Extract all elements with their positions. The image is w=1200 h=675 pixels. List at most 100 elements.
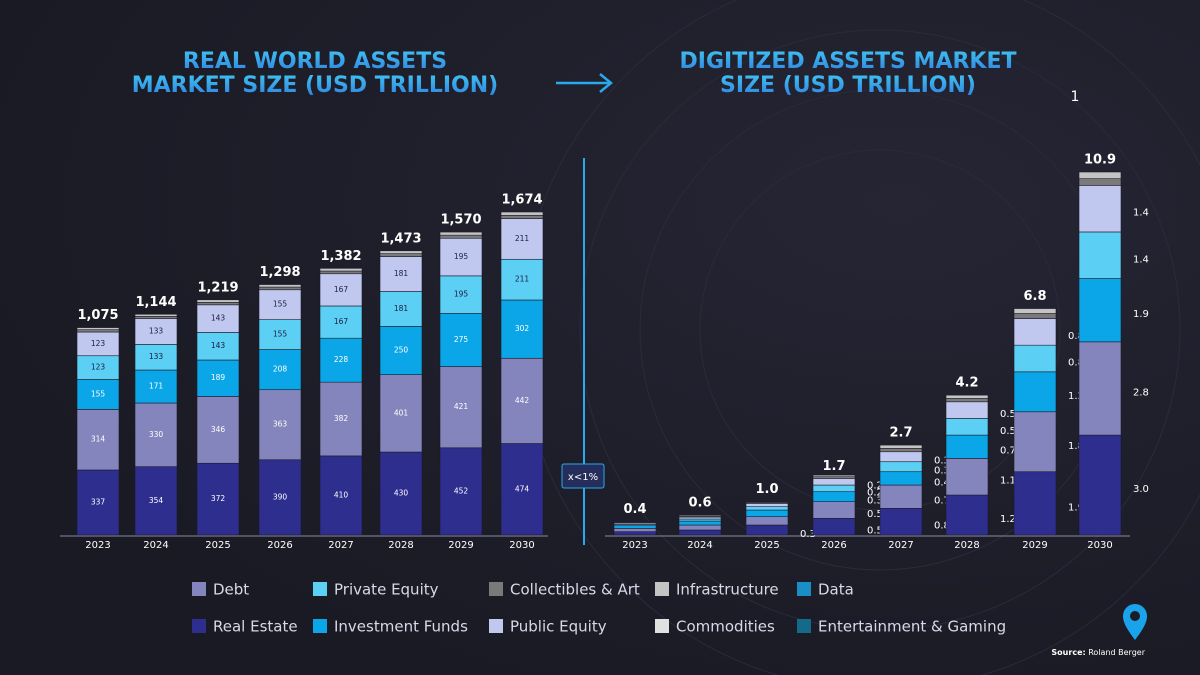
bar-segment [1078, 185, 1122, 233]
data-label: 1.4 [1133, 208, 1149, 219]
bar-segment [879, 444, 923, 449]
data-label: 275 [454, 335, 469, 344]
bar-segment [196, 332, 240, 361]
bar-segment [500, 299, 544, 359]
logo [1123, 604, 1147, 640]
legend-swatch [313, 619, 327, 633]
x-tick-label: 2023 [622, 540, 647, 551]
bar-segment [1078, 341, 1122, 436]
source-label: Source: [1051, 648, 1085, 657]
bar-segment [319, 273, 363, 307]
x-tick-label: 2029 [1022, 540, 1047, 551]
bar-segment [258, 319, 302, 350]
bar-segment [76, 327, 120, 331]
bar-segment [258, 286, 302, 291]
data-label: 452 [454, 486, 469, 495]
bar-segment [439, 231, 483, 236]
bar-segment [500, 443, 544, 536]
data-label: 401 [394, 408, 409, 417]
data-label: 181 [394, 304, 409, 313]
data-label: 390 [273, 492, 288, 501]
data-label: 0.8 [934, 521, 950, 532]
bar-segment [134, 318, 178, 345]
legend-label: Private Equity [334, 581, 439, 599]
bar-segment [319, 337, 363, 383]
note: 1 [1071, 89, 1080, 105]
total-label: 1,382 [320, 249, 361, 264]
data-label: 195 [454, 290, 469, 299]
data-label: 421 [454, 402, 469, 411]
bar-segment [500, 214, 544, 219]
total-label: 1,298 [259, 265, 300, 280]
x-tick-label: 2027 [888, 540, 913, 551]
data-label: 0.4 [934, 477, 950, 488]
bar-segment [1013, 471, 1057, 536]
x-tick-label: 2030 [509, 540, 534, 551]
total-label: 1.0 [755, 482, 778, 497]
data-label: 0.2 [867, 481, 883, 492]
bar-segment [745, 501, 789, 503]
bar-segment [134, 313, 178, 317]
bar-segment [196, 299, 240, 303]
total-label: 6.8 [1023, 289, 1046, 304]
bar-segment [379, 326, 423, 375]
bar-segment [945, 398, 989, 403]
bar-segment [379, 253, 423, 257]
bar-segment [945, 394, 989, 399]
data-label: 0.2 [867, 487, 883, 498]
x-tick-label: 2024 [687, 540, 712, 551]
total-label: 1,570 [440, 213, 481, 228]
x-tick-label: 2028 [954, 540, 979, 551]
data-label: 382 [334, 414, 349, 423]
x-tick-label: 2025 [754, 540, 779, 551]
legend-label: Data [818, 581, 854, 599]
bar-segment [945, 458, 989, 496]
bar-segment [812, 491, 856, 502]
x-tick-label: 2026 [267, 540, 292, 551]
legend-label: Infrastructure [676, 581, 779, 599]
bar-segment [812, 478, 856, 486]
total-label: 1,219 [197, 280, 238, 295]
bar-segment [812, 484, 856, 493]
x-tick-label: 2025 [205, 540, 230, 551]
bar-segment [76, 379, 120, 410]
data-label: 208 [273, 365, 288, 374]
data-label: 228 [334, 355, 349, 364]
data-label: 133 [149, 327, 164, 336]
bar-segment [439, 275, 483, 314]
data-label: 0.3 [934, 456, 950, 467]
bar-segment [745, 506, 789, 511]
data-label: 302 [515, 324, 530, 333]
legend-label: Collectibles & Art [510, 581, 640, 599]
bar-segment [879, 451, 923, 463]
data-label: 143 [211, 314, 226, 323]
legend-swatch [655, 619, 669, 633]
total-label: 1.7 [822, 459, 845, 474]
x-tick-label: 2024 [143, 540, 168, 551]
bar-segment [319, 270, 363, 275]
bar-segment [319, 305, 363, 339]
data-label: 167 [334, 317, 349, 326]
bar-segment [1013, 318, 1057, 346]
data-label: 330 [149, 430, 164, 439]
x-tick-label: 2029 [448, 540, 473, 551]
data-label: 442 [515, 396, 530, 405]
data-label: 189 [211, 373, 226, 382]
data-label: 250 [394, 346, 409, 355]
bar-segment [879, 508, 923, 536]
x-tick-label: 2026 [821, 540, 846, 551]
data-label: 123 [91, 339, 106, 348]
total-label: 2.7 [889, 426, 912, 441]
data-label: 430 [394, 489, 409, 498]
data-label: 1.2 [1000, 514, 1016, 525]
legend-swatch [313, 582, 327, 596]
total-label: 4.2 [955, 376, 978, 391]
bar-segment [613, 525, 657, 529]
data-label: 1.1 [1000, 476, 1016, 487]
data-label: 0.5 [867, 509, 883, 520]
data-label: 195 [454, 252, 469, 261]
data-label: 1.8 [1068, 441, 1084, 452]
total-label: 1,075 [77, 308, 118, 323]
legend-swatch [192, 582, 206, 596]
